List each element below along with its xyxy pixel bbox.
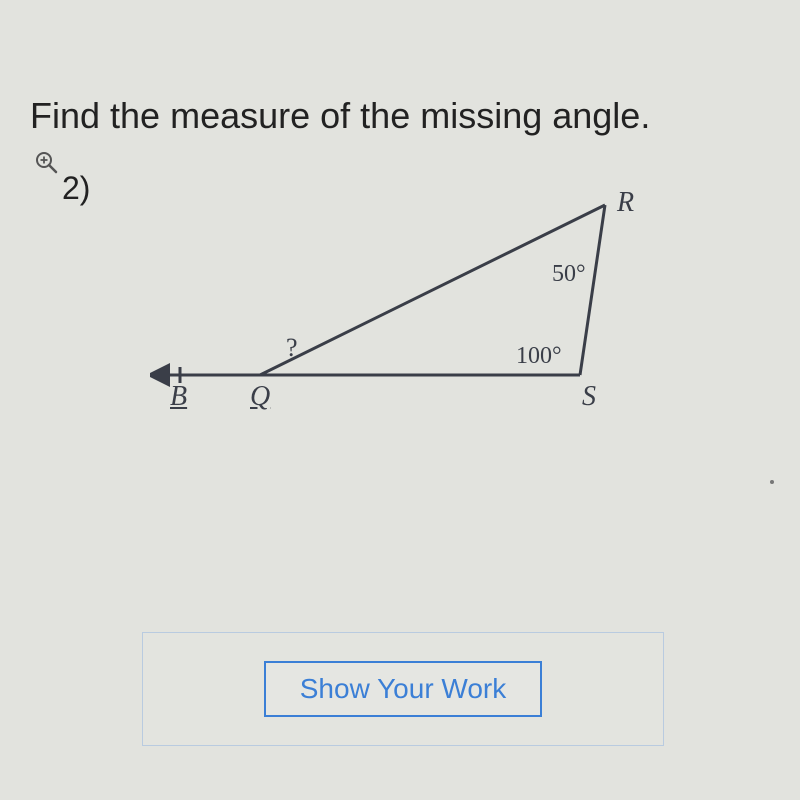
screenshot-region: Find the measure of the missing angle. 2… <box>0 0 800 800</box>
angle-unknown: ? <box>286 333 298 363</box>
question-prompt: Find the measure of the missing angle. <box>30 95 650 137</box>
vertex-label-R: R <box>617 187 634 219</box>
angle-S: 100° <box>516 343 562 370</box>
side-RS <box>580 205 605 375</box>
angle-R: 50° <box>552 261 586 288</box>
show-work-button[interactable]: Show Your Work <box>264 661 543 717</box>
zoom-in-icon[interactable] <box>34 150 60 183</box>
vertex-label-Q: Q <box>250 381 270 413</box>
triangle-diagram: R S Q B 50° 100° ? <box>150 175 690 455</box>
vertex-label-S: S <box>582 381 596 413</box>
problem-number: 2) <box>62 170 90 207</box>
vertex-label-B: B <box>170 381 187 413</box>
show-work-container: Show Your Work <box>142 632 664 746</box>
speck-icon <box>770 480 774 484</box>
